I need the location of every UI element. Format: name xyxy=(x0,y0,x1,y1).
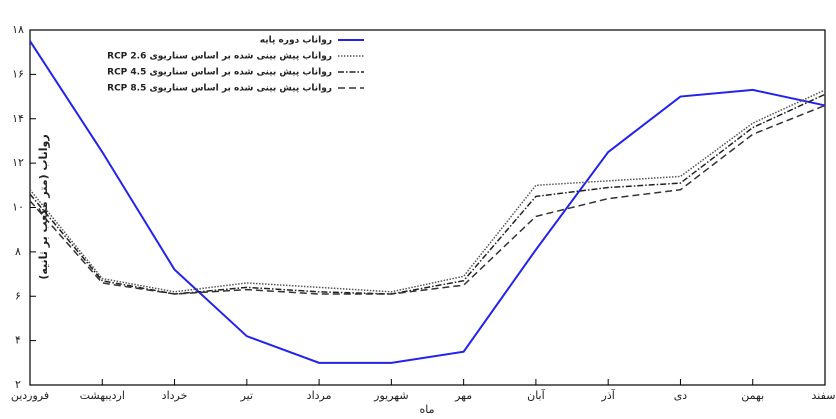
y-tick-label: ۱۲ xyxy=(12,156,24,169)
x-tick-label: فروردین xyxy=(11,389,49,402)
legend-label: رواناب پیش بینی شده بر اساس سناریوی RCP … xyxy=(107,68,332,78)
legend-label: رواناب دوره پایه xyxy=(260,36,332,46)
legend-label: رواناب پیش بینی شده بر اساس سناریوی RCP … xyxy=(107,52,332,62)
legend: رواناب دوره پایه رواناب پیش بینی شده بر ا… xyxy=(107,36,364,94)
x-tick-label: آذر xyxy=(601,388,616,402)
y-tick-label: ۸ xyxy=(15,245,21,258)
x-tick-label: دی xyxy=(674,389,688,402)
x-tick-label: مهر xyxy=(454,389,472,402)
x-tick-label: خرداد xyxy=(162,389,188,402)
series-line xyxy=(29,40,826,364)
x-tick-label: اردیبهشت xyxy=(80,389,125,402)
series-line xyxy=(29,104,826,295)
x-tick-label: تیر xyxy=(240,389,253,402)
series-line xyxy=(29,89,826,293)
series-line xyxy=(29,93,826,295)
y-tick-label: ۱۶ xyxy=(12,67,24,80)
y-tick-label: ۱۴ xyxy=(12,112,24,125)
x-tick-label: مرداد xyxy=(307,389,332,402)
x-tick-label: آبان xyxy=(527,388,545,402)
x-axis-label: ماه xyxy=(419,403,434,416)
y-tick-label: ۶ xyxy=(15,289,21,302)
y-tick-label: ۱۰ xyxy=(12,201,24,214)
y-tick-label: ۲ xyxy=(15,378,21,391)
x-tick-label: بهمن xyxy=(741,389,764,402)
y-tick-label: ۴ xyxy=(15,334,21,347)
legend-label: رواناب پیش بینی شده بر اساس سناریوی RCP … xyxy=(107,84,332,94)
x-tick-label: اسفند xyxy=(812,389,836,402)
y-tick-label: ۱۸ xyxy=(12,23,24,36)
x-tick-label: شهریور xyxy=(373,389,408,402)
